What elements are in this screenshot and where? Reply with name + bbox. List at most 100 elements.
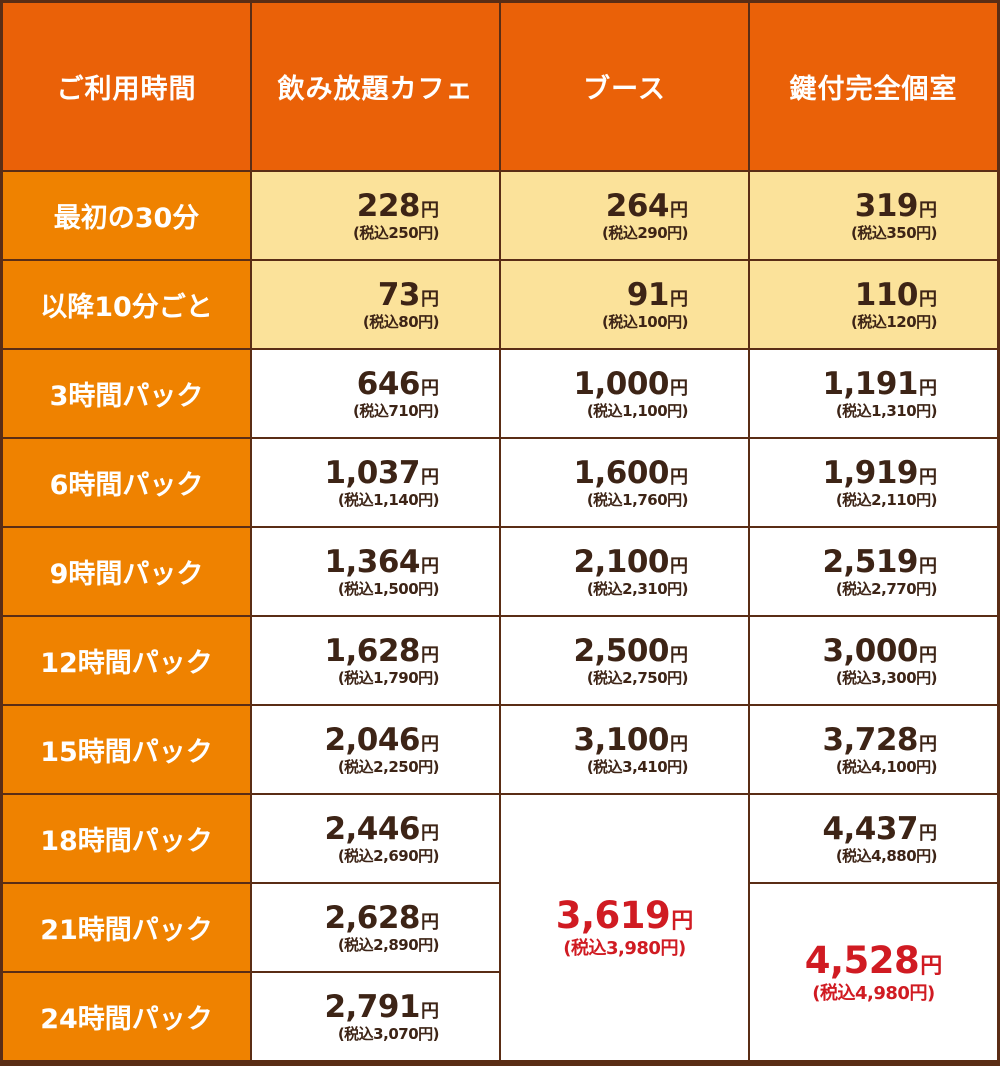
price-amount: 228 bbox=[356, 187, 421, 224]
price-unit: 円 bbox=[421, 1000, 439, 1022]
price-cell-cafe: 2,791円 (税込3,070円) bbox=[252, 973, 499, 1060]
price-line: 646円 bbox=[356, 365, 439, 402]
price-tax-included: (税込2,750円) bbox=[586, 668, 689, 687]
row-label: 15時間パック bbox=[3, 706, 250, 793]
price-amount: 1,919 bbox=[822, 454, 918, 491]
price-line: 1,191円 bbox=[822, 368, 937, 400]
price-tax-included: (税込290円) bbox=[601, 223, 689, 242]
price-unit: 円 bbox=[670, 199, 688, 221]
price-amount: 3,100 bbox=[573, 721, 669, 758]
price-unit: 円 bbox=[421, 555, 439, 577]
price-tax-included: (税込710円) bbox=[352, 401, 440, 420]
price-tax-included: (税込3,070円) bbox=[337, 1024, 440, 1043]
price-line: 264円 bbox=[605, 187, 688, 224]
price-line: 3,619円 bbox=[556, 897, 694, 934]
price-tax-included: (税込3,410円) bbox=[586, 757, 689, 776]
row-label: 9時間パック bbox=[3, 528, 250, 615]
price-cell-cafe: 1,364円 (税込1,500円) bbox=[252, 528, 499, 615]
row-label: 21時間パック bbox=[3, 884, 250, 971]
price-cell-cafe: 73円 (税込80円) bbox=[252, 261, 499, 348]
price-cell-cafe: 2,046円 (税込2,250円) bbox=[252, 706, 499, 793]
price-cell-room: 3,728円 (税込4,100円) bbox=[750, 706, 997, 793]
price-unit: 円 bbox=[919, 288, 937, 310]
row-label: 最初の30分 bbox=[3, 172, 250, 259]
price-unit: 円 bbox=[670, 733, 688, 755]
price-cell-cafe: 2,446円 (税込2,690円) bbox=[252, 795, 499, 882]
price-amount: 91 bbox=[626, 276, 670, 313]
price-amount: 646 bbox=[356, 365, 421, 402]
price-tax-included: (税込3,300円) bbox=[835, 668, 938, 687]
price-amount: 2,446 bbox=[324, 810, 420, 847]
price-tax-included: (税込2,690円) bbox=[337, 846, 440, 865]
price-line: 1,919円 bbox=[822, 454, 937, 491]
price-line: 2,628円 bbox=[324, 899, 439, 936]
price-line: 3,100円 bbox=[573, 721, 688, 758]
price-unit: 円 bbox=[919, 644, 937, 666]
price-unit: 円 bbox=[421, 466, 439, 488]
price-line: 2,046円 bbox=[324, 724, 439, 756]
price-cell-cafe: 2,628円 (税込2,890円) bbox=[252, 884, 499, 971]
price-tax-included: (税込2,890円) bbox=[337, 935, 440, 954]
price-line: 91円 bbox=[626, 276, 688, 313]
price-amount: 1,037 bbox=[324, 454, 420, 491]
price-unit: 円 bbox=[919, 199, 937, 221]
price-unit: 円 bbox=[670, 555, 688, 577]
price-amount: 3,619 bbox=[555, 894, 671, 937]
price-line: 1,628円 bbox=[324, 632, 439, 669]
row-label: 12時間パック bbox=[3, 617, 250, 704]
price-tax-included: (税込4,100円) bbox=[835, 757, 938, 776]
price-cell-cafe: 228円 (税込250円) bbox=[252, 172, 499, 259]
price-tax-included: (税込1,500円) bbox=[337, 579, 440, 598]
price-line: 3,728円 bbox=[822, 724, 937, 756]
price-unit: 円 bbox=[421, 377, 439, 399]
price-unit: 円 bbox=[919, 555, 937, 577]
price-line: 3,000円 bbox=[822, 635, 937, 667]
price-cell-booth-long-pack: 3,619円 (税込3,980円) bbox=[501, 795, 748, 1060]
row-label: 24時間パック bbox=[3, 973, 250, 1060]
price-line: 2,500円 bbox=[573, 632, 688, 669]
price-unit: 円 bbox=[421, 733, 439, 755]
price-unit: 円 bbox=[421, 822, 439, 844]
price-cell-cafe: 1,628円 (税込1,790円) bbox=[252, 617, 499, 704]
price-unit: 円 bbox=[421, 199, 439, 221]
price-line: 2,791円 bbox=[324, 988, 439, 1025]
price-amount: 2,100 bbox=[573, 543, 669, 580]
price-line: 110円 bbox=[855, 279, 937, 311]
header-drink-bar-cafe: 飲み放題カフェ bbox=[252, 3, 499, 170]
price-tax-included: (税込1,310円) bbox=[835, 401, 938, 420]
price-unit: 円 bbox=[670, 377, 688, 399]
price-amount: 1,600 bbox=[573, 454, 669, 491]
price-tax-included: (税込4,980円) bbox=[812, 982, 935, 1004]
price-amount: 4,528 bbox=[804, 938, 920, 982]
price-cell-room: 319円 (税込350円) bbox=[750, 172, 997, 259]
price-cell-room: 4,437円 (税込4,880円) bbox=[750, 795, 997, 882]
price-unit: 円 bbox=[421, 644, 439, 666]
row-label: 3時間パック bbox=[3, 350, 250, 437]
price-amount: 73 bbox=[377, 276, 421, 313]
price-amount: 264 bbox=[605, 187, 670, 224]
price-line: 1,000円 bbox=[573, 365, 688, 402]
price-tax-included: (税込100円) bbox=[601, 312, 689, 331]
price-amount: 1,000 bbox=[573, 365, 669, 402]
price-line: 228円 bbox=[356, 187, 439, 224]
price-amount: 2,791 bbox=[324, 988, 420, 1025]
price-amount: 2,628 bbox=[324, 899, 420, 936]
price-unit: 円 bbox=[671, 909, 694, 934]
price-unit: 円 bbox=[919, 377, 937, 399]
price-tax-included: (税込350円) bbox=[850, 223, 938, 242]
price-cell-room: 1,919円 (税込2,110円) bbox=[750, 439, 997, 526]
row-label: 以降10分ごと bbox=[3, 261, 250, 348]
price-unit: 円 bbox=[670, 644, 688, 666]
price-cell-cafe: 646円 (税込710円) bbox=[252, 350, 499, 437]
price-tax-included: (税込1,790円) bbox=[337, 668, 440, 687]
price-amount: 1,628 bbox=[324, 632, 420, 669]
price-line: 2,100円 bbox=[573, 543, 688, 580]
price-line: 4,528円 bbox=[805, 942, 943, 979]
price-unit: 円 bbox=[919, 733, 937, 755]
price-amount: 2,500 bbox=[573, 632, 669, 669]
price-unit: 円 bbox=[421, 911, 439, 933]
row-label: 6時間パック bbox=[3, 439, 250, 526]
price-tax-included: (税込120円) bbox=[850, 312, 938, 331]
price-cell-room: 1,191円 (税込1,310円) bbox=[750, 350, 997, 437]
